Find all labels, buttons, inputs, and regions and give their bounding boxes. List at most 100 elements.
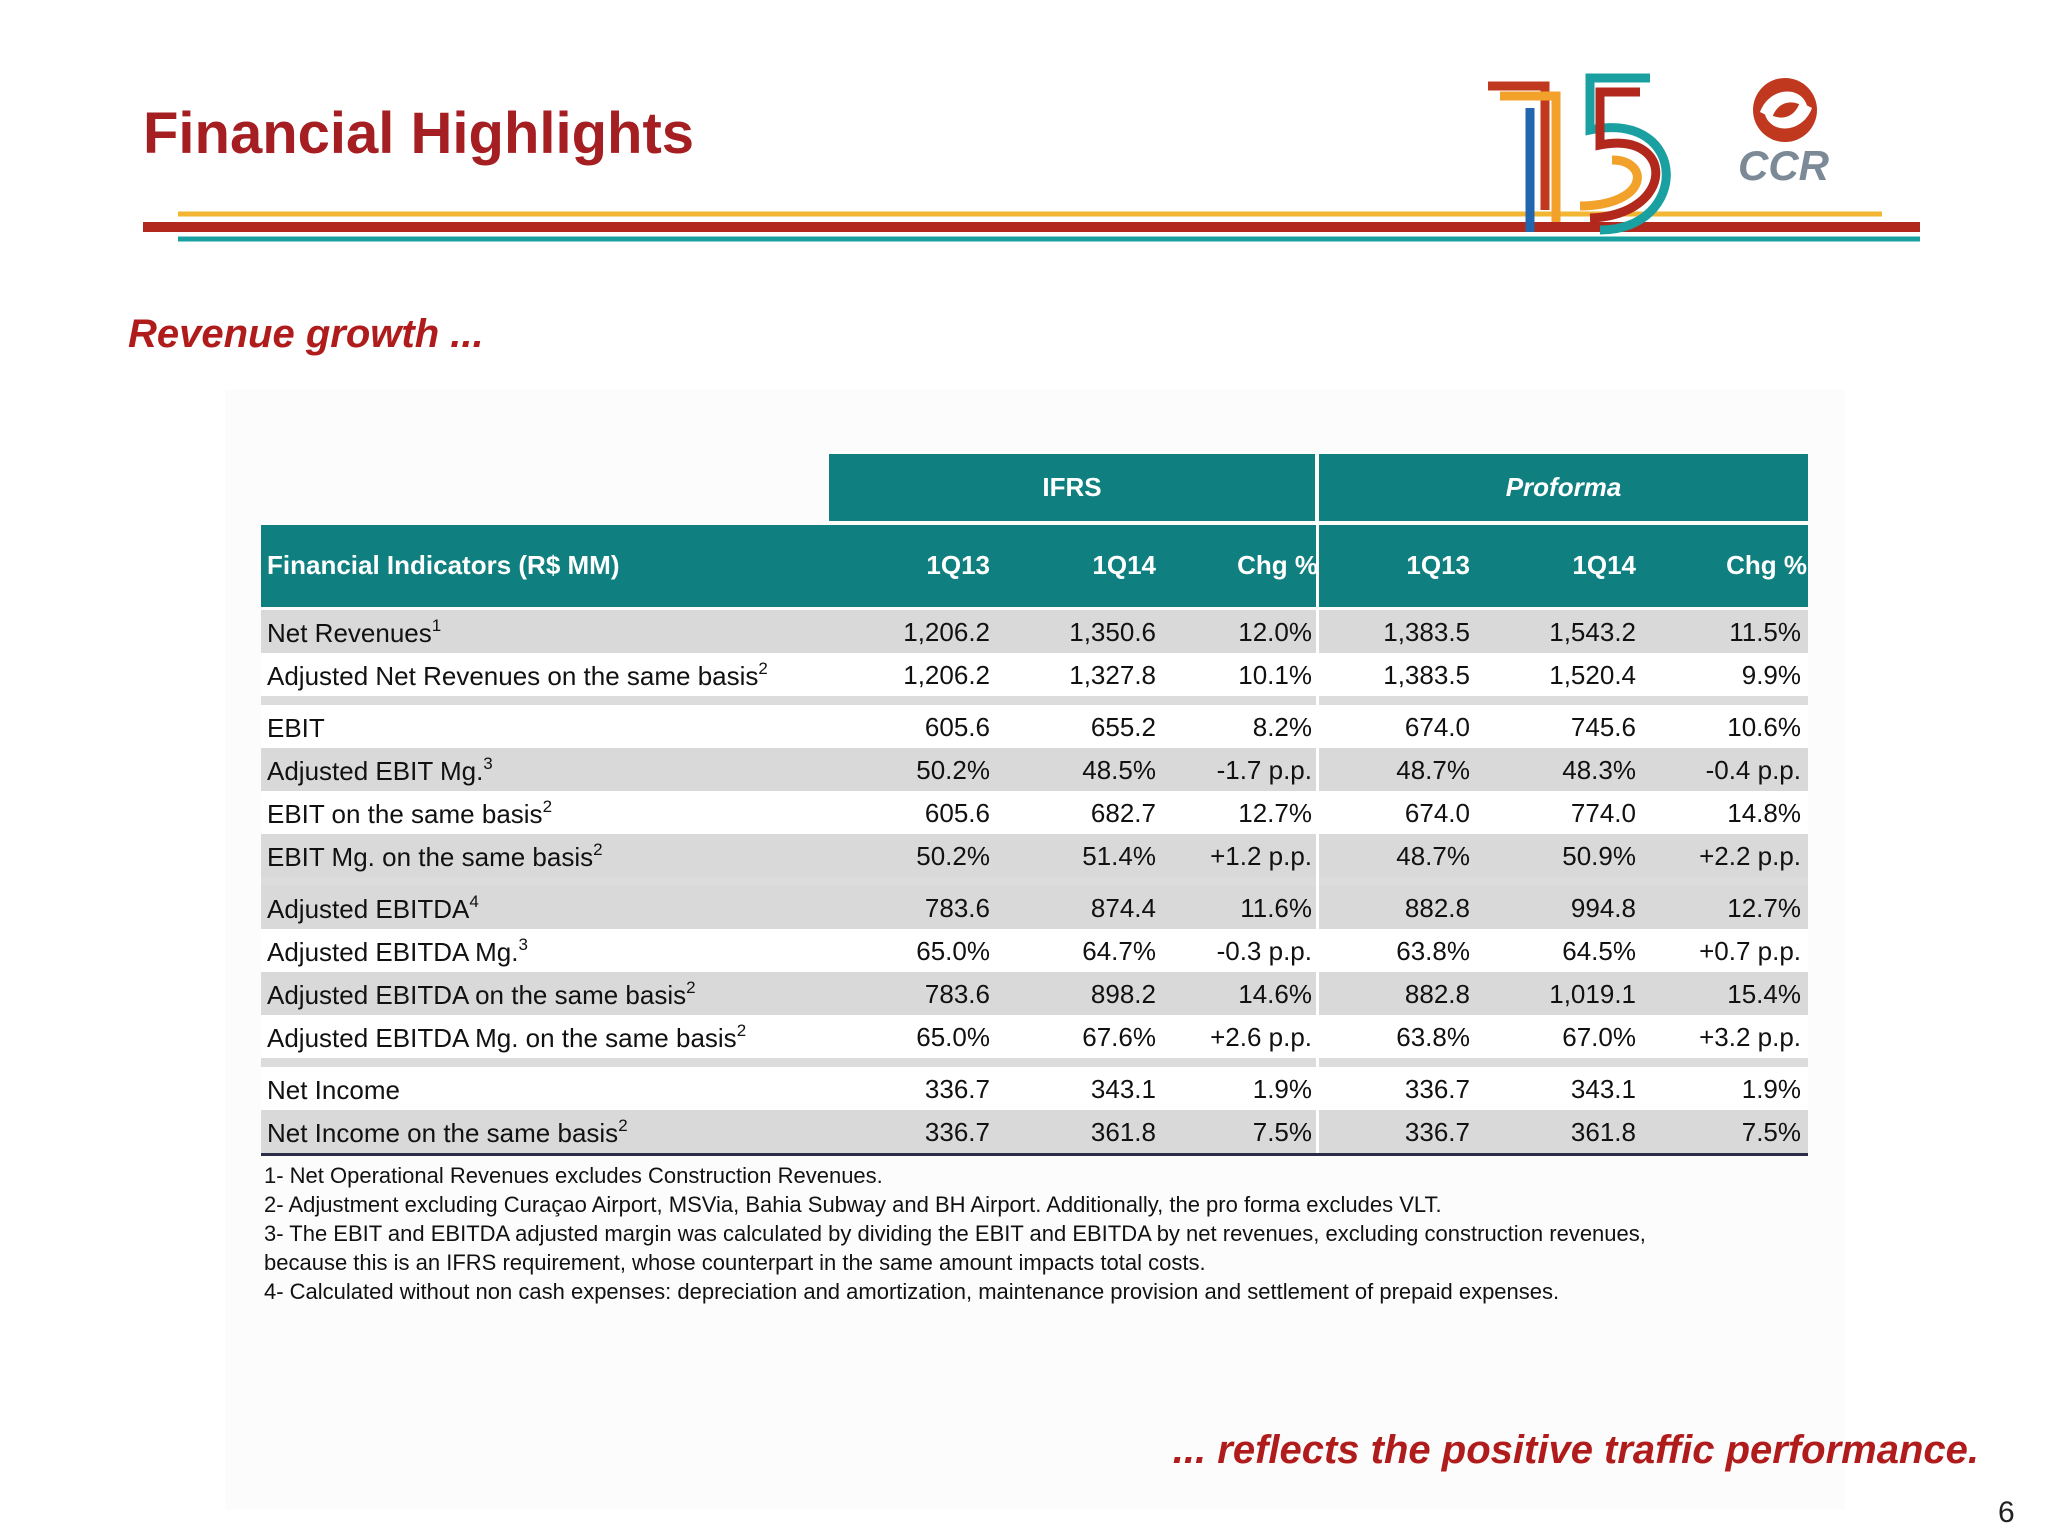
cell-value: 15.4% xyxy=(1727,979,1801,1009)
footnote-ref: 3 xyxy=(518,935,528,954)
header-row xyxy=(261,525,1808,607)
row-label-text: EBIT Mg. on the same basis xyxy=(267,842,594,872)
cell-value: 605.6 xyxy=(924,798,990,828)
cell-value: 10.1% xyxy=(1238,660,1312,690)
footnote-ref: 2 xyxy=(618,1116,628,1135)
cell-value: 10.6% xyxy=(1727,712,1801,742)
cell-value: 1,350.6 xyxy=(1069,617,1156,647)
cell-value: +2.6 p.p. xyxy=(1210,1022,1312,1052)
cell-value: 48.5% xyxy=(1082,755,1156,785)
row-label: EBIT on the same basis2 xyxy=(267,793,552,836)
column-header: 1Q13 xyxy=(926,550,990,580)
table-row xyxy=(261,1015,1808,1058)
cell-value: 12.7% xyxy=(1238,798,1312,828)
logo-15 xyxy=(1488,73,1671,235)
cell-value: 361.8 xyxy=(1570,1117,1636,1147)
row-label: Adjusted EBITDA4 xyxy=(267,888,479,931)
cell-value: 336.7 xyxy=(924,1074,990,1104)
cell-value: 64.5% xyxy=(1562,936,1636,966)
row-label: EBIT xyxy=(267,707,325,750)
table-row xyxy=(261,653,1808,696)
footnote: 2- Adjustment excluding Curaçao Airport,… xyxy=(264,1192,1442,1217)
cell-value: 51.4% xyxy=(1082,841,1156,871)
row-label: Adjusted EBITDA Mg.3 xyxy=(267,931,528,974)
cell-value: 48.7% xyxy=(1396,841,1470,871)
footnote-ref: 2 xyxy=(758,659,768,678)
row-label-text: Adjusted EBIT Mg. xyxy=(267,756,484,786)
cell-value: 67.0% xyxy=(1562,1022,1636,1052)
cell-value: 361.8 xyxy=(1090,1117,1156,1147)
cell-value: 783.6 xyxy=(924,893,990,923)
cell-value: 1,327.8 xyxy=(1069,660,1156,690)
cell-value: 674.0 xyxy=(1404,712,1470,742)
cell-value: 7.5% xyxy=(1252,1117,1312,1147)
cell-value: 336.7 xyxy=(924,1117,990,1147)
row-label: Net Income on the same basis2 xyxy=(267,1112,628,1155)
page-number: 6 xyxy=(1998,1496,2015,1529)
row-label-text: Adjusted EBITDA Mg. on the same basis xyxy=(267,1023,737,1053)
cell-value: 14.6% xyxy=(1238,979,1312,1009)
cell-value: 11.5% xyxy=(1729,617,1801,647)
row-label-text: Net Income xyxy=(267,1075,400,1105)
cell-value: 1.9% xyxy=(1741,1074,1801,1104)
cell-value: +3.2 p.p. xyxy=(1699,1022,1801,1052)
cell-value: 1.9% xyxy=(1252,1074,1312,1104)
cell-value: 48.3% xyxy=(1562,755,1636,785)
cell-value: 783.6 xyxy=(924,979,990,1009)
cell-value: 343.1 xyxy=(1090,1074,1156,1104)
cell-value: 7.5% xyxy=(1741,1117,1801,1147)
footnote-ref: 4 xyxy=(469,892,479,911)
group-label: IFRS xyxy=(1042,472,1102,502)
row-label-text: Adjusted Net Revenues on the same basis xyxy=(267,661,759,691)
footnote-ref: 3 xyxy=(483,754,493,773)
row-label-text: EBIT xyxy=(267,713,325,743)
table-row xyxy=(261,748,1808,791)
column-header: 1Q13 xyxy=(1406,550,1470,580)
subtitle: Revenue growth ... xyxy=(128,312,484,356)
row-label-text: Net Revenues xyxy=(267,618,432,648)
row-label: Adjusted EBIT Mg.3 xyxy=(267,750,493,793)
cell-value: 67.6% xyxy=(1082,1022,1156,1052)
cell-value: 48.7% xyxy=(1396,755,1470,785)
row-label-text: Adjusted EBITDA xyxy=(267,894,470,924)
cell-value: 343.1 xyxy=(1570,1074,1636,1104)
footnote: 3- The EBIT and EBITDA adjusted margin w… xyxy=(264,1221,1646,1275)
footnote-ref: 2 xyxy=(736,1021,747,1040)
cell-value: 64.7% xyxy=(1082,936,1156,966)
ccr-symbol xyxy=(1753,78,1817,142)
row-label-text: EBIT on the same basis xyxy=(267,799,543,829)
row-label-text: Net Income on the same basis xyxy=(267,1118,619,1148)
section-gap xyxy=(261,696,1808,705)
footnote-ref: 1 xyxy=(431,616,442,635)
cell-value: 63.8% xyxy=(1396,936,1470,966)
table-row xyxy=(261,929,1808,972)
table-row xyxy=(261,1110,1808,1153)
cell-value: 50.2% xyxy=(916,755,990,785)
footnote-ref: 2 xyxy=(542,797,553,816)
cell-value: +1.2 p.p. xyxy=(1210,841,1312,871)
row-label: Adjusted EBITDA Mg. on the same basis2 xyxy=(267,1017,746,1060)
cell-value: 14.8% xyxy=(1727,798,1801,828)
cell-value: 994.8 xyxy=(1570,893,1636,923)
cell-value: 8.2% xyxy=(1252,712,1312,742)
cell-value: 1,520.4 xyxy=(1549,660,1636,690)
cell-value: 674.0 xyxy=(1404,798,1470,828)
cell-value: -0.4 p.p. xyxy=(1705,755,1801,785)
column-header: Financial Indicators (R$ MM) xyxy=(267,550,620,580)
cell-value: 1,206.2 xyxy=(903,617,990,647)
footnote-ref: 2 xyxy=(686,978,696,997)
group-label: Proforma xyxy=(1505,472,1622,502)
cell-value: 1,383.5 xyxy=(1383,660,1470,690)
cell-value: 12.0% xyxy=(1238,617,1312,647)
cell-value: 9.9% xyxy=(1741,660,1801,690)
cell-value: 11.6% xyxy=(1240,893,1312,923)
cell-value: 745.6 xyxy=(1570,712,1636,742)
footnotes: 1- Net Operational Revenues excludes Con… xyxy=(264,1161,1704,1306)
cell-value: 50.2% xyxy=(916,841,990,871)
table-row xyxy=(261,834,1808,877)
cell-value: +2.2 p.p. xyxy=(1699,841,1801,871)
row-label: Net Revenues1 xyxy=(267,612,441,655)
table-row xyxy=(261,1067,1808,1110)
section-gap xyxy=(261,877,1808,886)
